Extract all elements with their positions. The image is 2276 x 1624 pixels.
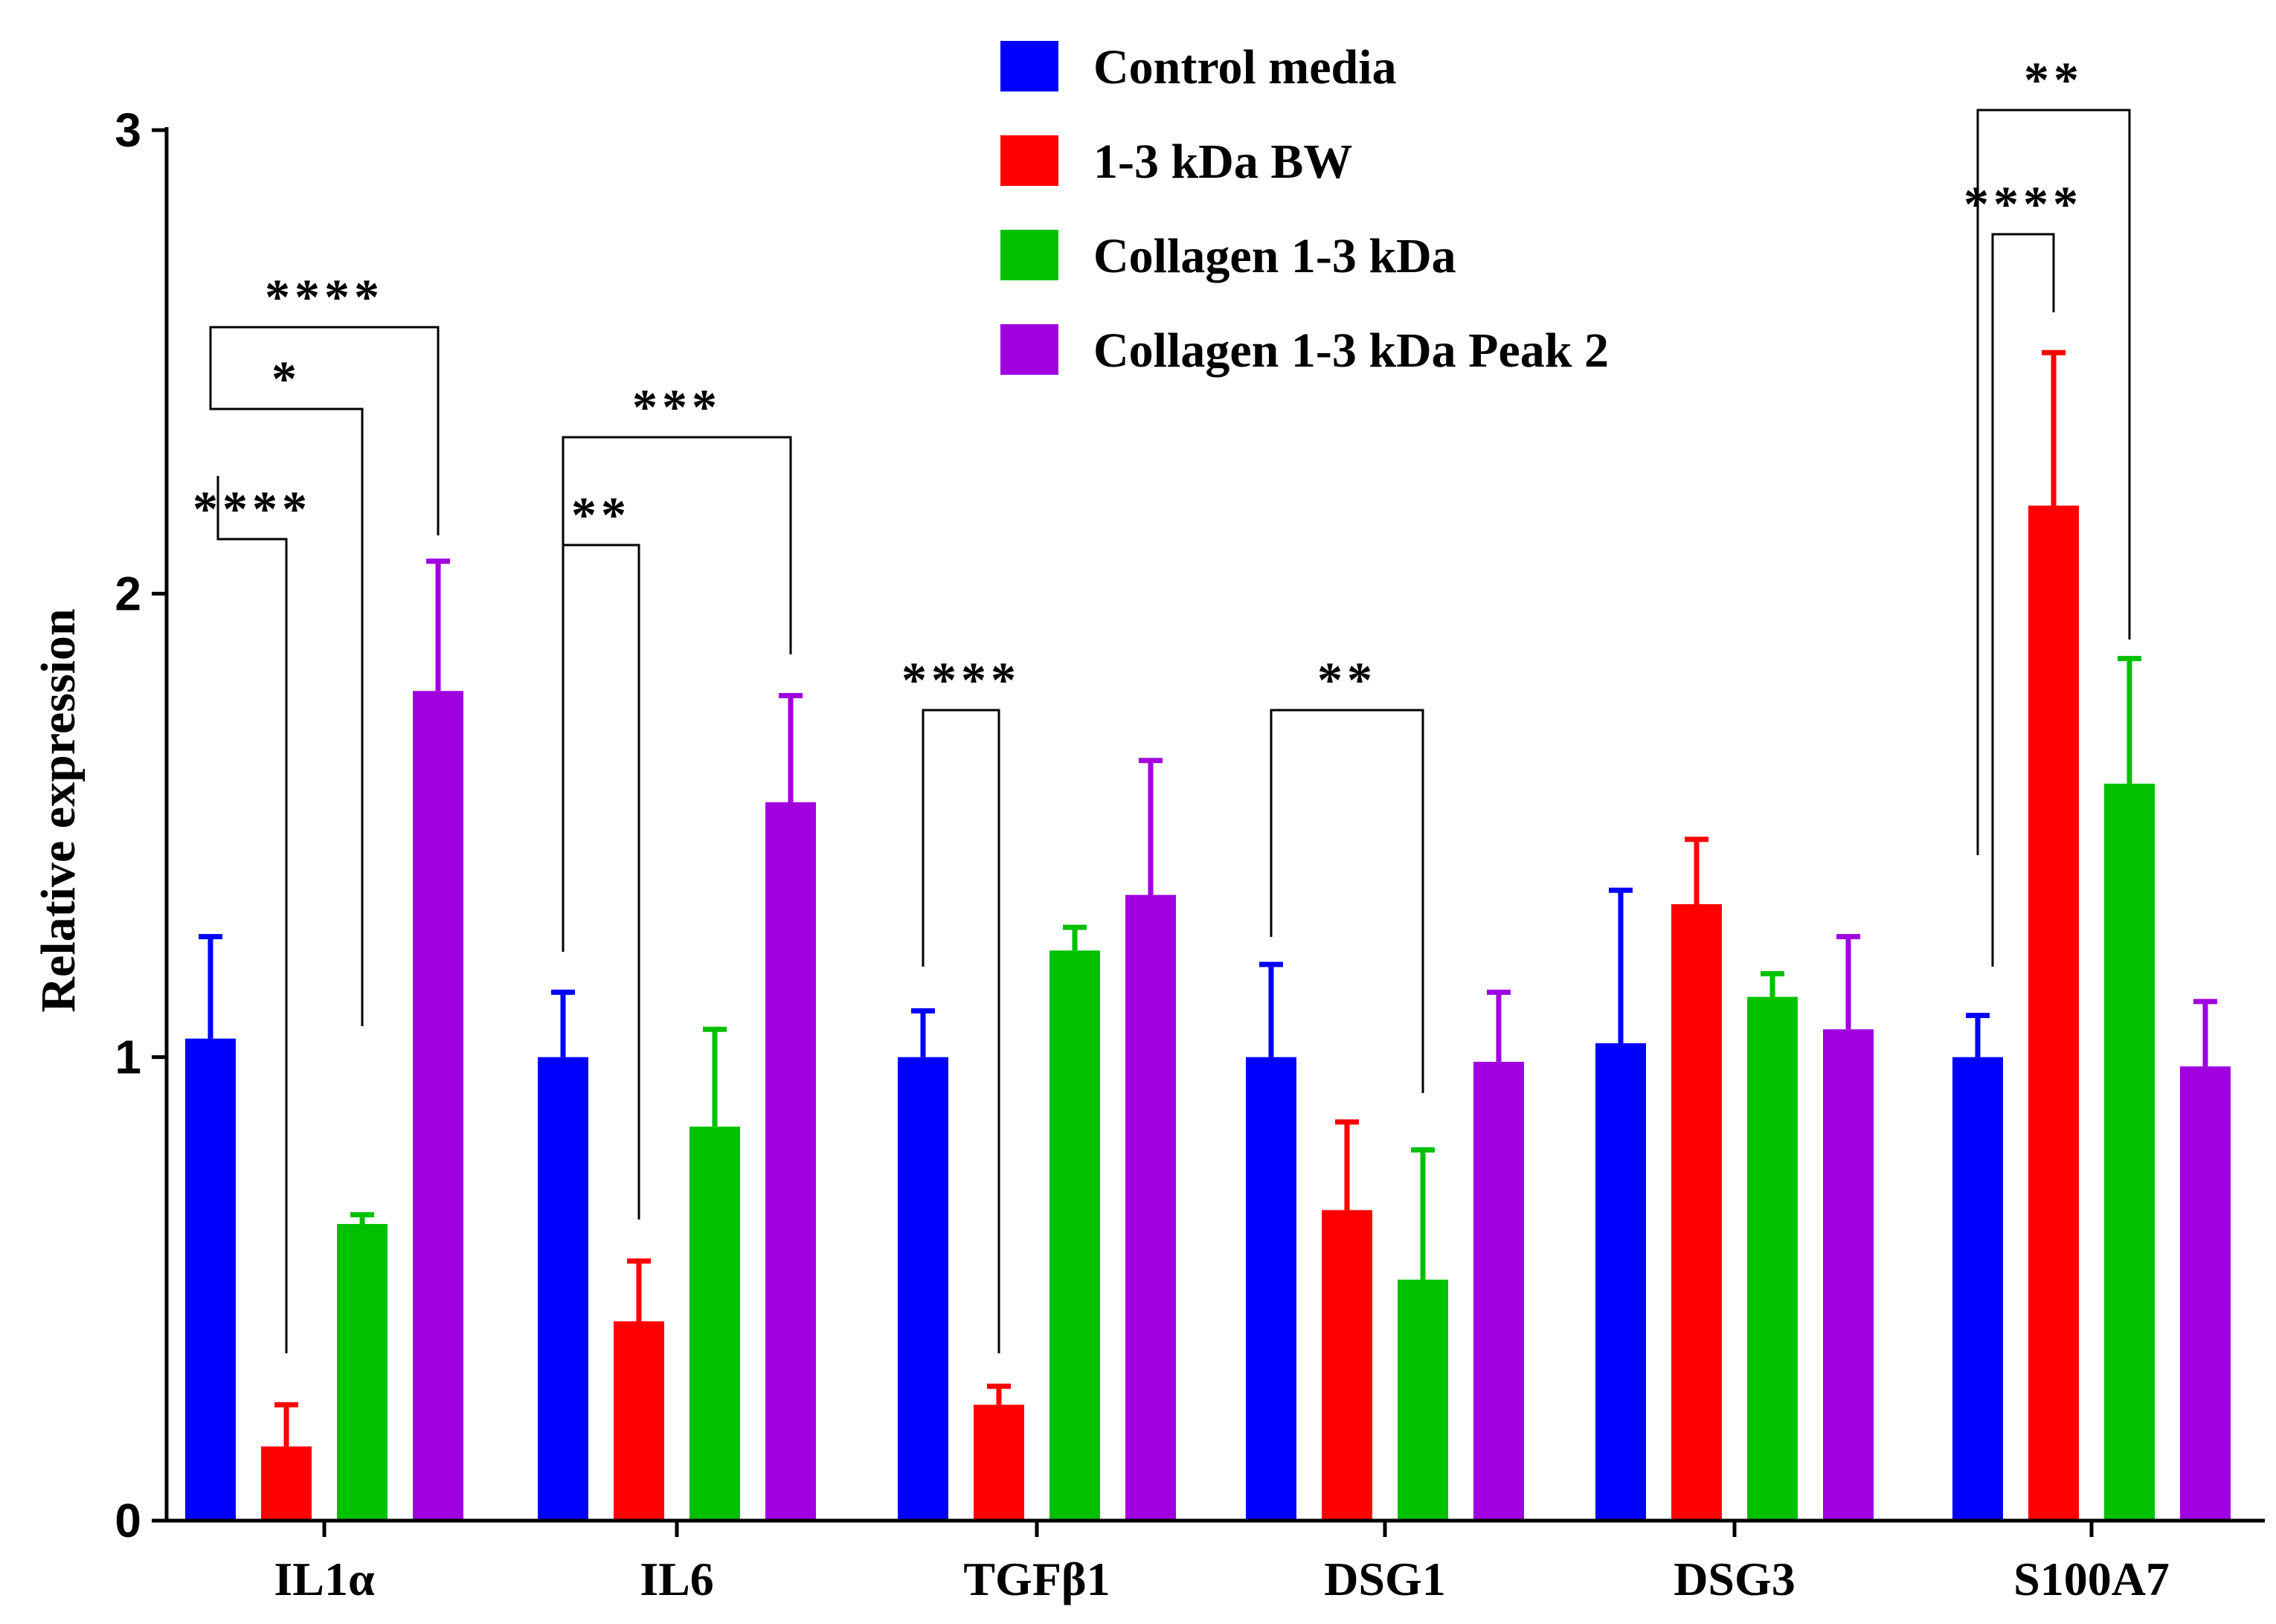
significance-bracket-S100A7-7 <box>1991 233 2055 967</box>
y-tick-label-1: 1 <box>115 1031 141 1084</box>
significance-label-S100A7-7: **** <box>1964 175 2083 232</box>
bar-DSG1-series-3 <box>1473 1061 1524 1521</box>
x-tick-label-DSG3: DSG3 <box>1674 1553 1796 1605</box>
bar-IL6-series-1 <box>614 1321 664 1521</box>
y-axis-title: Relative expression <box>31 608 86 1012</box>
axes-layer: 0 1 2 3 IL1α IL6 TGFβ1 DSG1 DSG3 S100A7 <box>115 103 2265 1605</box>
significance-label-IL6-3: ** <box>571 486 631 543</box>
bar-IL6-series-2 <box>689 1127 740 1521</box>
bar-IL6-series-3 <box>765 802 816 1521</box>
bar-IL6-series-0 <box>538 1057 588 1521</box>
x-tick-label-IL6: IL6 <box>640 1553 714 1605</box>
x-tick-label-DSG1: DSG1 <box>1324 1553 1446 1605</box>
legend-label-1: 1-3 kDa BW <box>1093 135 1352 189</box>
x-tick-label-IL1α: IL1α <box>274 1553 375 1605</box>
x-tick-label-TGFβ1: TGFβ1 <box>963 1553 1110 1605</box>
bar-IL1α-series-2 <box>337 1224 388 1521</box>
legend-label-0: Control media <box>1093 40 1397 94</box>
error-bars-layer <box>199 349 2217 1447</box>
bar-DSG3-series-0 <box>1595 1043 1646 1521</box>
bar-DSG3-series-3 <box>1823 1029 1874 1521</box>
bar-TGFβ1-series-3 <box>1125 895 1176 1521</box>
significance-bracket-IL1α-2 <box>209 326 440 535</box>
significance-label-DSG1-6: ** <box>1317 651 1377 708</box>
y-tick-label-2: 2 <box>115 567 141 620</box>
bar-S100A7-series-0 <box>1952 1057 2003 1521</box>
legend-label-2: Collagen 1-3 kDa <box>1093 229 1456 283</box>
legend-swatch-1 <box>1000 135 1058 186</box>
bar-IL1α-series-1 <box>261 1446 312 1521</box>
bar-DSG1-series-1 <box>1322 1210 1372 1521</box>
bar-DSG3-series-2 <box>1747 996 1798 1521</box>
significance-label-TGFβ1-5: **** <box>901 651 1020 708</box>
bar-DSG1-series-0 <box>1246 1057 1296 1521</box>
significance-bracket-IL1α-0 <box>216 476 288 1353</box>
significance-layer: ****************** ******** <box>193 51 2131 1353</box>
legend-swatch-3 <box>1000 324 1058 375</box>
significance-bracket-S100A7-8 <box>1976 109 2131 855</box>
significance-label-IL1α-0: **** <box>193 480 312 537</box>
legend-label-3: Collagen 1-3 kDa Peak 2 <box>1093 323 1609 378</box>
significance-label-S100A7-8: ** <box>2024 51 2083 108</box>
bars-layer <box>185 505 2231 1521</box>
x-tick-label-S100A7: S100A7 <box>2013 1553 2170 1605</box>
significance-bracket-IL1α-1 <box>209 387 364 1026</box>
bar-TGFβ1-series-0 <box>898 1057 948 1521</box>
bar-TGFβ1-series-2 <box>1049 950 1100 1521</box>
bar-IL1α-series-0 <box>185 1038 236 1521</box>
legend: Control media 1-3 kDa BW Collagen 1-3 kDa C… <box>1000 40 1609 378</box>
significance-label-IL6-4: *** <box>632 378 721 435</box>
bar-DSG1-series-2 <box>1398 1279 1448 1521</box>
bar-S100A7-series-2 <box>2104 783 2155 1521</box>
y-tick-label-0: 0 <box>115 1494 141 1547</box>
legend-swatch-2 <box>1000 230 1058 280</box>
significance-bracket-IL6-4 <box>562 436 792 952</box>
significance-label-IL1α-1: * <box>271 350 301 407</box>
significance-label-IL1α-2: **** <box>265 268 384 325</box>
bar-DSG3-series-1 <box>1671 903 1722 1521</box>
bar-IL1α-series-3 <box>413 691 463 1521</box>
y-tick-label-3: 3 <box>115 103 141 157</box>
bar-TGFβ1-series-1 <box>974 1405 1024 1521</box>
bar-S100A7-series-3 <box>2180 1066 2231 1521</box>
legend-swatch-0 <box>1000 41 1058 91</box>
bar-S100A7-series-1 <box>2028 505 2079 1521</box>
significance-bracket-TGFβ1-5 <box>922 709 1000 1353</box>
significance-bracket-DSG1-6 <box>1270 709 1424 1093</box>
